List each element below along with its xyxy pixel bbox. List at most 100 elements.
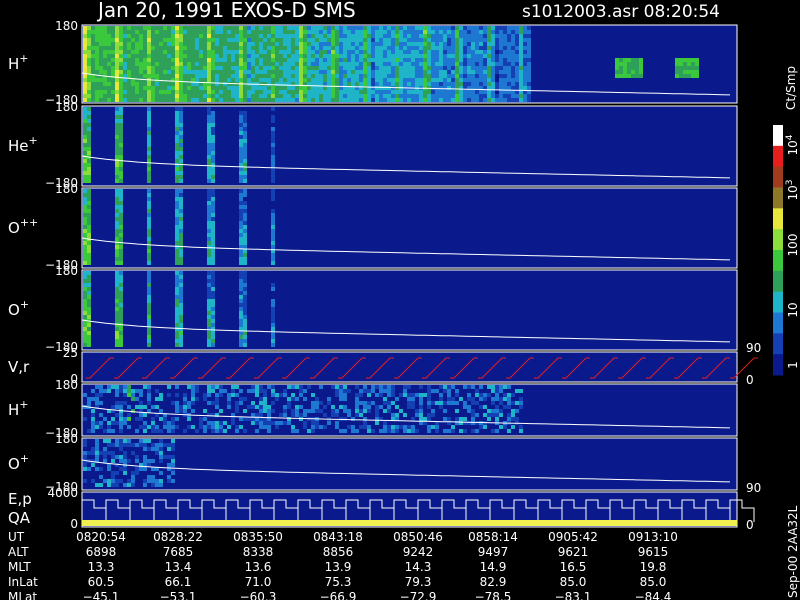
spectrogram-cell [203, 82, 207, 86]
spectrogram-cell [115, 245, 119, 249]
spectrogram-cell [443, 429, 447, 433]
spectrogram-cell [255, 62, 259, 66]
spectrogram-cell [299, 50, 303, 54]
spectrogram-cell [223, 30, 227, 34]
spectrogram-cell [135, 98, 139, 102]
spectrogram-cell [119, 42, 123, 46]
spectrogram-cell [419, 90, 423, 94]
spectrogram-cell [155, 70, 159, 74]
spectrogram-cell [331, 409, 335, 413]
spectrogram-cell [239, 319, 243, 323]
colorbar-label-base: 10 [786, 185, 800, 200]
spectrogram-cell [179, 131, 183, 135]
spectrogram-cell [379, 66, 383, 70]
spectrogram-cell [211, 143, 215, 147]
spectrogram-cell [295, 86, 299, 90]
spectrogram-cell [391, 417, 395, 421]
spectrogram-cell [367, 26, 371, 30]
spectrogram-cell [119, 271, 123, 275]
spectrogram-cell [383, 425, 387, 429]
spectrogram-cell [123, 54, 127, 58]
spectrogram-cell [319, 62, 323, 66]
spectrogram-cell [271, 303, 275, 307]
spectrogram-cell [351, 74, 355, 78]
spectrogram-cell [419, 62, 423, 66]
spectrogram-cell [127, 385, 131, 389]
spectrogram-cell [271, 385, 275, 389]
spectrogram-cell [187, 50, 191, 54]
spectrogram-cell [223, 78, 227, 82]
spectrogram-cell [331, 90, 335, 94]
spectrogram-cell [635, 74, 639, 78]
spectrogram-cell [243, 295, 247, 299]
spectrogram-cell [423, 393, 427, 397]
spectrogram-cell [95, 82, 99, 86]
spectrogram-cell [287, 82, 291, 86]
spectrogram-cell [435, 389, 439, 393]
spectrogram-cell [175, 339, 179, 343]
spectrogram-cell [155, 38, 159, 42]
spectrogram-cell [359, 30, 363, 34]
spectrogram-cell [287, 58, 291, 62]
spectrogram-cell [471, 421, 475, 425]
spectrogram-cell [147, 42, 151, 46]
spectrogram-cell [83, 275, 87, 279]
spectrogram-cell [167, 463, 171, 467]
spectrogram-cell [283, 54, 287, 58]
spectrogram-cell [215, 58, 219, 62]
spectrogram-cell [407, 82, 411, 86]
spectrogram-cell [199, 74, 203, 78]
spectrogram-cell [283, 66, 287, 70]
spectrogram-cell [347, 389, 351, 393]
spectrogram-cell [179, 237, 183, 241]
spectrogram-cell [263, 50, 267, 54]
spectrogram-cell [187, 26, 191, 30]
spectrogram-cell [511, 409, 515, 413]
spectrogram-cell [431, 78, 435, 82]
spectrogram-cell [471, 26, 475, 30]
spectrogram-cell [411, 425, 415, 429]
spectrogram-cell [175, 201, 179, 205]
spectrogram-cell [131, 409, 135, 413]
spectrogram-cell [151, 467, 155, 471]
spectrogram-cell [171, 94, 175, 98]
spectrogram-cell [135, 58, 139, 62]
spectrogram-cell [291, 86, 295, 90]
spectrogram-cell [315, 42, 319, 46]
spectrogram-cell [311, 74, 315, 78]
spectrogram-cell [159, 483, 163, 487]
spectrogram-cell [139, 86, 143, 90]
spectrogram-cell [443, 78, 447, 82]
spectrogram-cell [207, 46, 211, 50]
spectrogram-cell [359, 74, 363, 78]
spectrogram-cell [327, 42, 331, 46]
spectrogram-cell [147, 311, 151, 315]
spectrogram-cell [123, 30, 127, 34]
spectrogram-cell [179, 74, 183, 78]
spectrogram-cell [459, 421, 463, 425]
spectrogram-cell [275, 94, 279, 98]
spectrogram-cell [507, 401, 511, 405]
spectrogram-cell [211, 279, 215, 283]
spectrogram-cell [223, 90, 227, 94]
spectrogram-cell [119, 295, 123, 299]
spectrogram-cell [179, 331, 183, 335]
spectrogram-cell [211, 62, 215, 66]
spectrogram-cell [131, 443, 135, 447]
spectrogram-cell [83, 417, 87, 421]
spectrogram-cell [179, 127, 183, 131]
spectrogram-cell [523, 42, 527, 46]
spectrogram-cell [351, 42, 355, 46]
spectrogram-cell [119, 479, 123, 483]
spectrogram-cell [479, 38, 483, 42]
spectrogram-cell [263, 421, 267, 425]
spectrogram-cell [179, 175, 183, 179]
spectrogram-cell [87, 123, 91, 127]
spectrogram-cell [503, 30, 507, 34]
spectrogram-cell [87, 143, 91, 147]
spectrogram-cell [191, 425, 195, 429]
spectrogram-cell [163, 30, 167, 34]
spectrogram-cell [515, 70, 519, 74]
spectrogram-cell [215, 66, 219, 70]
spectrogram-cell [119, 327, 123, 331]
